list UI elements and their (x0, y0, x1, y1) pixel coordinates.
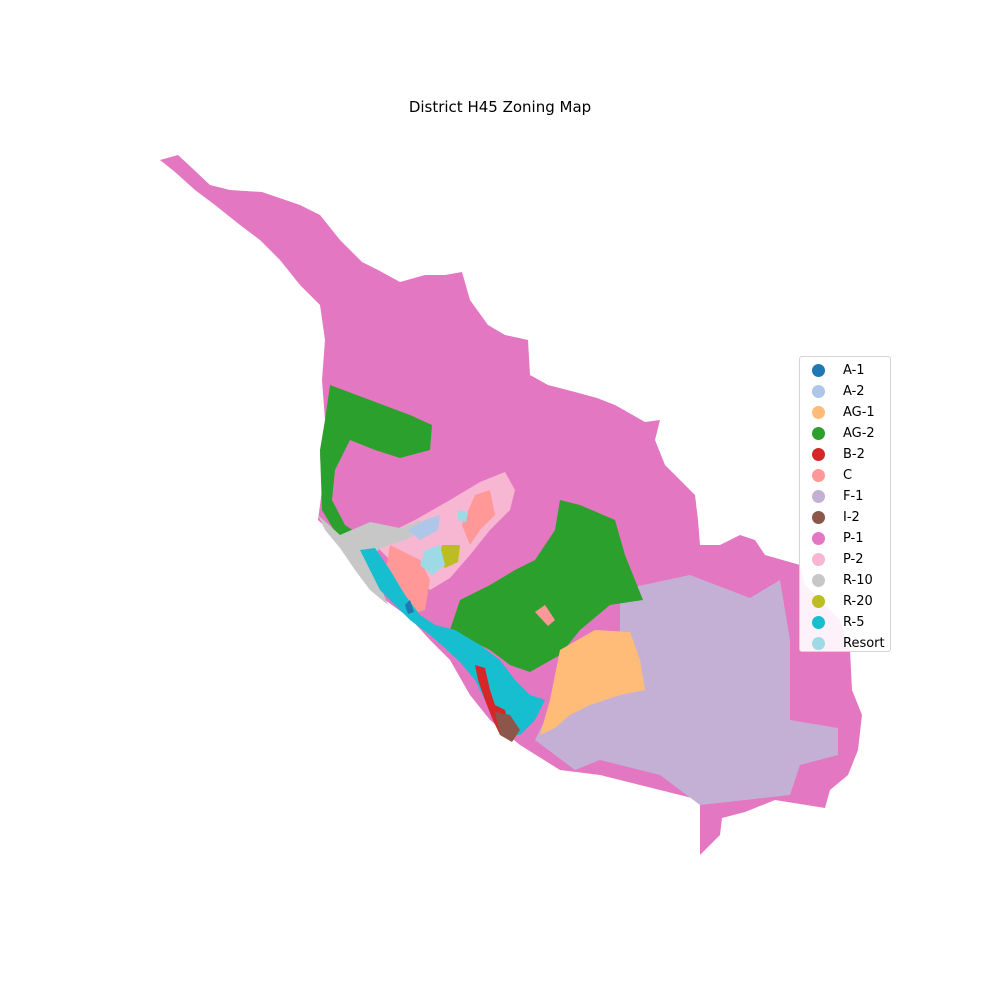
zone-c-north (462, 490, 495, 545)
legend-label: F-1 (843, 489, 864, 504)
legend-label: AG-2 (843, 426, 875, 441)
legend-label: A-2 (843, 384, 865, 399)
legend-swatch (812, 511, 825, 524)
zone-a1 (405, 600, 414, 614)
legend-swatch (812, 574, 825, 587)
legend-item: R-5 (800, 612, 890, 633)
legend-swatch (812, 532, 825, 545)
legend-item: R-10 (800, 570, 890, 591)
legend-label: I-2 (843, 510, 860, 525)
legend-item: I-2 (800, 507, 890, 528)
zone-resort-small (458, 510, 468, 522)
zone-i2 (495, 712, 520, 742)
zone-r10 (318, 515, 425, 605)
legend-label: AG-1 (843, 405, 875, 420)
legend-label: R-20 (843, 594, 873, 609)
legend-item: AG-2 (800, 423, 890, 444)
zone-a2 (408, 515, 440, 540)
map-title: District H45 Zoning Map (408, 98, 592, 116)
legend-swatch (812, 637, 825, 650)
zone-ag1 (540, 630, 645, 735)
zone-ag2-central (450, 500, 643, 672)
legend-label: Resort (843, 636, 885, 651)
legend-item: A-2 (800, 381, 890, 402)
legend-label: B-2 (843, 447, 865, 462)
legend-item: AG-1 (800, 402, 890, 423)
legend-label: R-10 (843, 573, 873, 588)
legend-item: P-1 (800, 528, 890, 549)
legend-item: A-1 (800, 360, 890, 381)
legend-item: B-2 (800, 444, 890, 465)
legend-label: P-1 (843, 531, 864, 546)
legend-swatch (812, 385, 825, 398)
legend-swatch (812, 616, 825, 629)
legend-label: P-2 (843, 552, 864, 567)
legend-swatch (812, 490, 825, 503)
zone-f1 (535, 575, 838, 805)
legend-swatch (812, 448, 825, 461)
legend-swatch (812, 469, 825, 482)
legend-item: R-20 (800, 591, 890, 612)
legend-label: R-5 (843, 615, 865, 630)
zone-resort (420, 545, 445, 575)
legend-swatch (812, 406, 825, 419)
legend-swatch (812, 553, 825, 566)
legend-item: C (800, 465, 890, 486)
legend-swatch (812, 364, 825, 377)
zone-r5 (360, 548, 545, 735)
legend-item: P-2 (800, 549, 890, 570)
legend-label: A-1 (843, 363, 865, 378)
legend-swatch (812, 427, 825, 440)
legend-swatch (812, 595, 825, 608)
legend-label: C (843, 468, 853, 483)
zone-c-small (535, 605, 555, 626)
legend-item: Resort (800, 633, 890, 654)
legend-item: F-1 (800, 486, 890, 507)
map-legend: A-1 A-2 AG-1 AG-2 B-2 C F-1 I-2 P-1 P-2 R-10 R-20 R-… (799, 356, 891, 652)
zone-ag2-west (320, 385, 432, 540)
